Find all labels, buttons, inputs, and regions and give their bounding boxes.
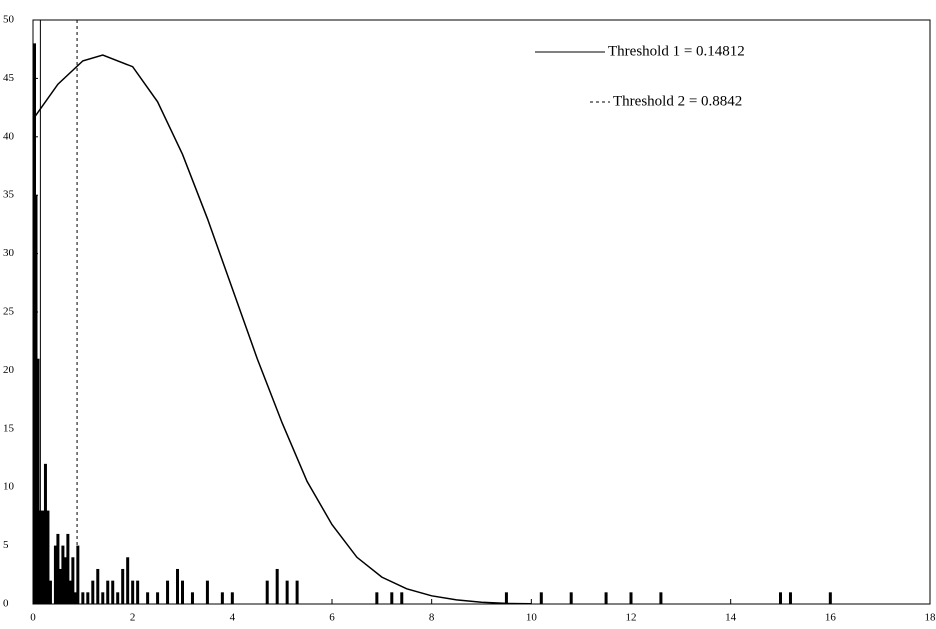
bar	[131, 581, 134, 604]
y-tick-label: 25	[3, 306, 15, 318]
bar	[400, 592, 403, 604]
bar	[156, 592, 159, 604]
bar	[136, 581, 139, 604]
bar	[191, 592, 194, 604]
bar	[101, 592, 104, 604]
bar	[276, 569, 279, 604]
bar	[206, 581, 209, 604]
bar	[829, 592, 832, 604]
y-tick-label: 40	[3, 130, 15, 142]
y-tick-label: 35	[3, 189, 15, 201]
bar	[181, 581, 184, 604]
y-tick-label: 30	[3, 247, 15, 259]
bar	[176, 569, 179, 604]
bar	[390, 592, 393, 604]
bar	[540, 592, 543, 604]
bar	[779, 592, 782, 604]
y-tick-label: 0	[3, 598, 9, 610]
bar	[146, 592, 149, 604]
bar	[81, 592, 84, 604]
y-tick-label: 5	[3, 539, 9, 551]
bar	[86, 592, 89, 604]
x-tick-label: 2	[130, 612, 136, 624]
density-curve	[33, 55, 531, 604]
x-tick-label: 16	[825, 612, 837, 624]
x-tick-label: 12	[626, 612, 637, 624]
bar	[630, 592, 633, 604]
bar	[266, 581, 269, 604]
x-tick-label: 18	[925, 612, 936, 624]
bar	[231, 592, 234, 604]
y-tick-label: 50	[3, 14, 15, 26]
bar	[505, 592, 508, 604]
y-tick-label: 10	[3, 481, 15, 493]
y-tick-label: 20	[3, 364, 15, 376]
x-tick-label: 10	[526, 612, 538, 624]
x-tick-label: 4	[230, 612, 236, 624]
x-tick-label: 0	[30, 612, 36, 624]
bar	[789, 592, 792, 604]
x-tick-label: 14	[725, 612, 737, 624]
y-tick-label: 45	[3, 72, 15, 84]
legend-label: Threshold 2 = 0.8842	[613, 93, 742, 109]
chart: 0 2 4 6 8 10 12 14 16 18 0 5 10 15 20 25 30 35 40 45 50 Thres…	[0, 0, 936, 629]
bar	[221, 592, 224, 604]
page: {"chart_data": {"type": "histogram", "xl…	[0, 0, 936, 629]
bar	[126, 557, 129, 604]
bar	[375, 592, 378, 604]
bar	[96, 569, 99, 604]
bar	[605, 592, 608, 604]
plot-frame	[33, 20, 930, 604]
legend-label: Threshold 1 = 0.14812	[608, 43, 745, 59]
bar	[111, 581, 114, 604]
bar	[659, 592, 662, 604]
bar	[296, 581, 299, 604]
bar	[91, 581, 94, 604]
x-tick-label: 6	[329, 612, 335, 624]
x-tick-label: 8	[429, 612, 435, 624]
bar	[116, 592, 119, 604]
bar	[121, 569, 124, 604]
bar	[286, 581, 289, 604]
bar	[49, 581, 52, 604]
bar	[166, 581, 169, 604]
bar	[570, 592, 573, 604]
bar	[106, 581, 109, 604]
y-tick-label: 15	[3, 422, 15, 434]
